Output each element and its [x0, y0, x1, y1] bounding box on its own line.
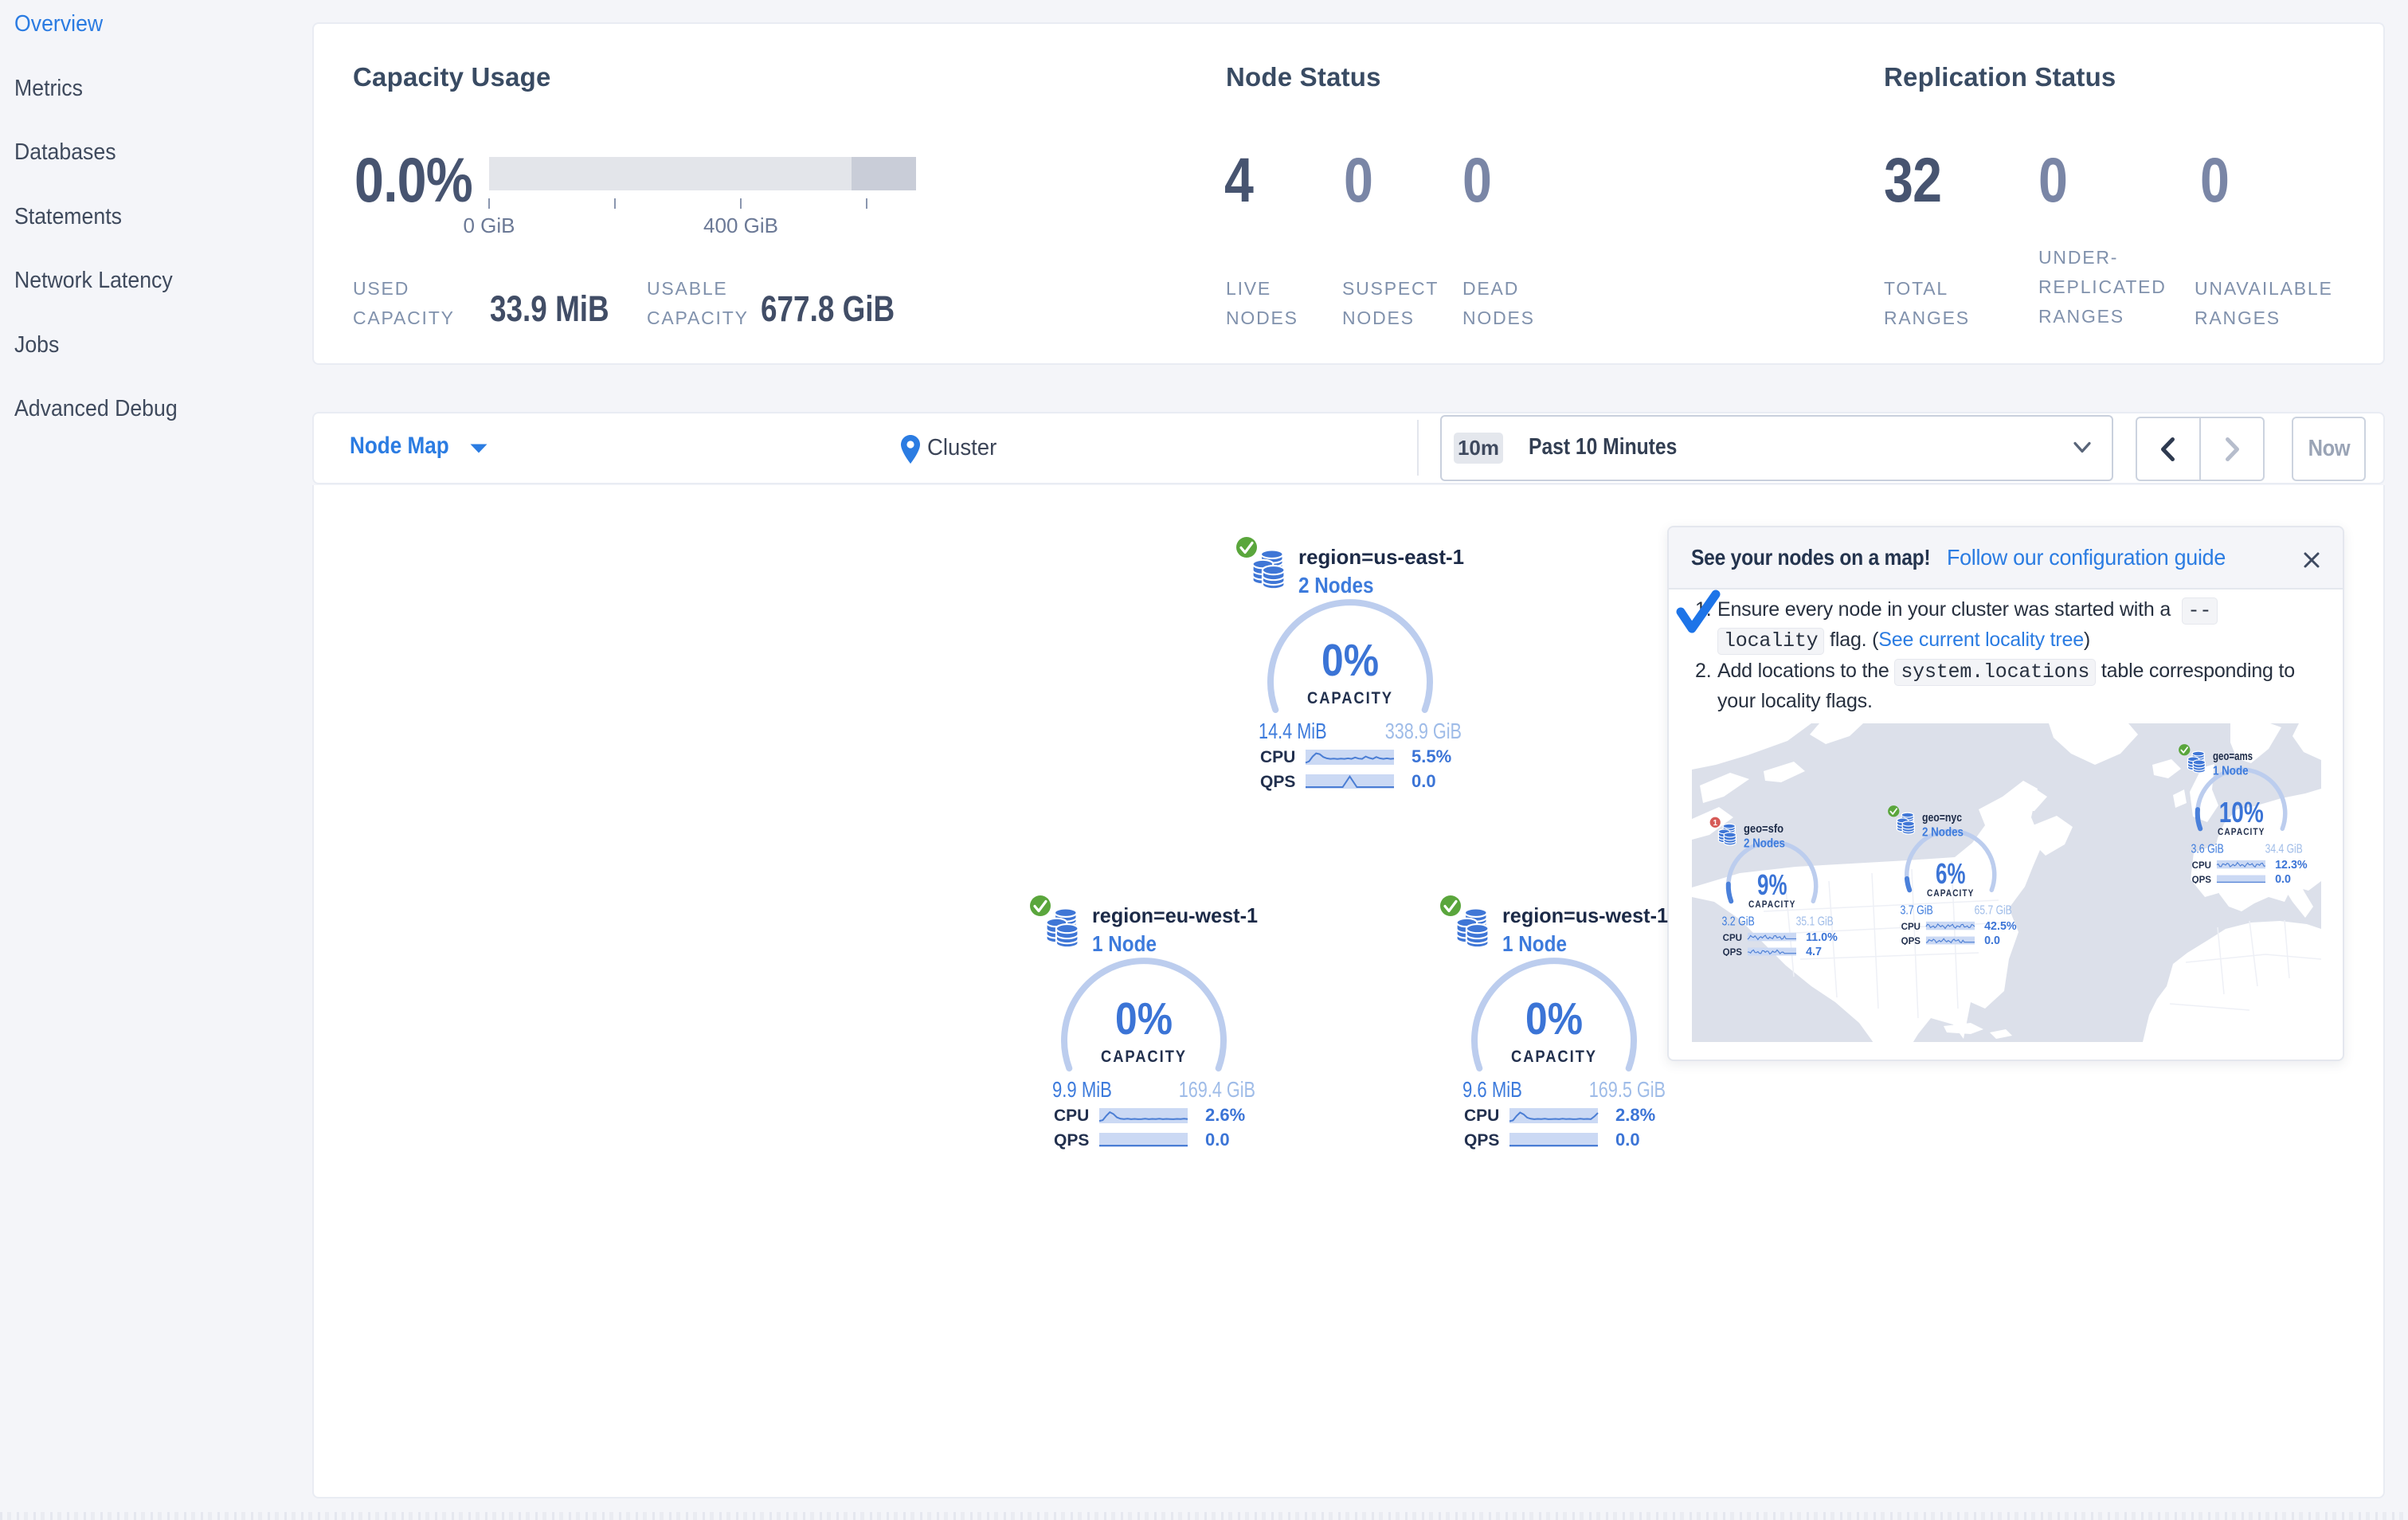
svg-text:0%: 0%: [1115, 993, 1173, 1044]
svg-text:2.8%: 2.8%: [1615, 1105, 1655, 1125]
svg-text:geo=nyc: geo=nyc: [1922, 812, 1962, 825]
svg-text:3.2 GiB: 3.2 GiB: [1722, 915, 1755, 929]
svg-text:CPU: CPU: [1723, 934, 1742, 943]
svg-text:CAPACITY: CAPACITY: [2218, 828, 2265, 837]
svg-text:9.6 MiB: 9.6 MiB: [1462, 1077, 1522, 1102]
svg-text:QPS: QPS: [1723, 948, 1743, 956]
svg-text:169.4 GiB: 169.4 GiB: [1179, 1077, 1255, 1102]
svg-text:region=us-east-1: region=us-east-1: [1298, 545, 1464, 569]
svg-text:QPS: QPS: [1260, 773, 1295, 791]
svg-text:65.7 GiB: 65.7 GiB: [1975, 904, 2012, 918]
svg-text:0.0: 0.0: [1412, 771, 1436, 791]
svg-text:0%: 0%: [1525, 993, 1583, 1044]
svg-text:0.0: 0.0: [2275, 873, 2291, 883]
svg-text:169.5 GiB: 169.5 GiB: [1589, 1077, 1666, 1102]
svg-text:338.9 GiB: 338.9 GiB: [1385, 719, 1462, 743]
svg-text:3.6 GiB: 3.6 GiB: [2191, 843, 2224, 856]
svg-text:CPU: CPU: [2192, 861, 2211, 871]
svg-text:QPS: QPS: [1464, 1131, 1499, 1150]
svg-text:1: 1: [1713, 819, 1718, 828]
svg-text:CAPACITY: CAPACITY: [1511, 1048, 1597, 1066]
svg-text:9.9 MiB: 9.9 MiB: [1052, 1077, 1112, 1102]
svg-text:34.4 GiB: 34.4 GiB: [2265, 843, 2303, 856]
svg-text:CPU: CPU: [1054, 1107, 1089, 1125]
svg-text:10%: 10%: [2219, 796, 2264, 829]
svg-text:9%: 9%: [1757, 868, 1787, 901]
svg-text:11.0%: 11.0%: [1806, 931, 1838, 944]
svg-text:1 Node: 1 Node: [2213, 765, 2249, 778]
svg-text:QPS: QPS: [2192, 876, 2212, 883]
svg-text:6%: 6%: [1936, 857, 1965, 890]
svg-text:geo=ams: geo=ams: [2213, 750, 2253, 763]
svg-text:3.7 GiB: 3.7 GiB: [1901, 904, 1933, 918]
svg-text:2 Nodes: 2 Nodes: [1922, 826, 1964, 840]
svg-text:4.7: 4.7: [1806, 946, 1822, 956]
svg-text:2 Nodes: 2 Nodes: [1744, 837, 1785, 851]
svg-text:0%: 0%: [1321, 635, 1379, 686]
svg-text:QPS: QPS: [1901, 937, 1921, 945]
svg-text:42.5%: 42.5%: [1984, 920, 2017, 933]
svg-text:geo=sfo: geo=sfo: [1744, 823, 1783, 836]
svg-text:CAPACITY: CAPACITY: [1101, 1048, 1187, 1066]
svg-text:CPU: CPU: [1901, 923, 1921, 932]
svg-text:1 Node: 1 Node: [1092, 931, 1157, 956]
svg-text:5.5%: 5.5%: [1412, 746, 1451, 766]
svg-text:35.1 GiB: 35.1 GiB: [1796, 915, 1834, 929]
svg-text:0.0: 0.0: [1615, 1130, 1640, 1150]
svg-text:region=us-west-1: region=us-west-1: [1502, 903, 1668, 927]
svg-text:2.6%: 2.6%: [1205, 1105, 1245, 1125]
svg-text:1 Node: 1 Node: [1502, 931, 1567, 956]
svg-text:14.4 MiB: 14.4 MiB: [1259, 719, 1327, 743]
svg-text:CAPACITY: CAPACITY: [1307, 689, 1393, 707]
svg-text:CAPACITY: CAPACITY: [1748, 900, 1795, 910]
svg-text:CPU: CPU: [1260, 748, 1295, 766]
svg-text:2 Nodes: 2 Nodes: [1298, 573, 1374, 597]
svg-text:CPU: CPU: [1464, 1107, 1499, 1125]
svg-text:QPS: QPS: [1054, 1131, 1089, 1150]
svg-text:region=eu-west-1: region=eu-west-1: [1092, 903, 1258, 927]
svg-text:0.0: 0.0: [1205, 1130, 1230, 1150]
svg-text:CAPACITY: CAPACITY: [1927, 889, 1974, 899]
svg-text:0.0: 0.0: [1984, 934, 2000, 945]
svg-text:12.3%: 12.3%: [2275, 859, 2308, 872]
